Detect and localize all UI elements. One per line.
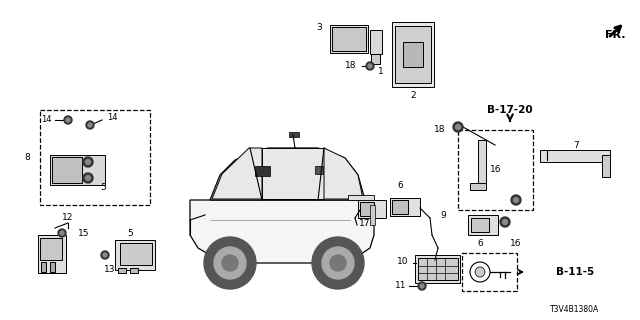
Bar [315,166,323,174]
Bar [118,268,126,273]
Circle shape [86,159,90,164]
Circle shape [330,255,346,271]
Text: B-11-5: B-11-5 [556,267,594,277]
Bar [41,262,46,272]
Circle shape [86,121,94,129]
Text: T3V4B1380A: T3V4B1380A [550,306,600,315]
Polygon shape [262,148,324,199]
Circle shape [83,157,93,167]
Bar [52,157,82,183]
Bar [471,218,489,232]
Polygon shape [212,148,262,199]
Circle shape [64,116,72,124]
Circle shape [420,284,424,288]
Text: 1: 1 [378,68,384,76]
Circle shape [222,255,238,271]
Circle shape [83,173,93,183]
Circle shape [204,237,256,289]
Bar [115,240,155,270]
Bar [40,110,150,205]
Circle shape [513,197,518,203]
Bar [540,150,610,162]
Circle shape [86,175,90,180]
Text: 7: 7 [573,140,579,149]
Bar [392,22,434,87]
Circle shape [60,231,64,235]
Circle shape [368,64,372,68]
Circle shape [66,118,70,122]
Circle shape [322,247,354,279]
Bar [348,195,374,200]
Bar [390,198,420,216]
Polygon shape [210,148,365,200]
Circle shape [453,122,463,132]
Bar [255,166,270,176]
Bar [130,268,138,273]
Bar [468,215,498,235]
Text: 18: 18 [433,125,445,134]
Bar [50,262,55,272]
Bar [38,235,66,273]
Text: 10: 10 [397,258,408,267]
Polygon shape [190,200,374,263]
Text: 17: 17 [359,220,371,228]
Circle shape [101,251,109,259]
Bar [370,30,382,54]
Bar [470,183,486,190]
Text: 12: 12 [62,213,74,222]
Bar [403,42,423,67]
Bar [370,205,375,225]
Circle shape [418,282,426,290]
Bar [40,238,62,260]
Circle shape [58,229,66,237]
Circle shape [312,237,364,289]
Text: 6: 6 [397,181,403,190]
Text: 2: 2 [410,92,416,100]
Text: 16: 16 [510,238,522,247]
Circle shape [502,220,508,225]
Text: 3: 3 [316,23,322,33]
Circle shape [214,247,246,279]
Bar [395,26,431,83]
Bar [418,258,458,280]
Bar [360,202,374,216]
Text: 18: 18 [344,61,356,70]
Bar [332,27,366,51]
Text: 16: 16 [490,165,502,174]
Text: B-17-20: B-17-20 [487,105,533,115]
Text: 6: 6 [477,238,483,247]
Text: 9: 9 [440,211,445,220]
Bar [602,155,610,177]
Text: FR.: FR. [605,30,625,40]
Circle shape [366,62,374,70]
Text: 15: 15 [78,228,90,237]
Text: 5: 5 [100,183,106,193]
Circle shape [103,253,107,257]
Bar [458,130,533,210]
Circle shape [456,124,461,130]
Text: 13: 13 [104,266,116,275]
Bar [478,140,486,185]
Text: 14: 14 [42,116,52,124]
Bar [392,200,408,214]
Text: 14: 14 [107,114,118,123]
Bar [415,255,460,283]
Bar [371,54,380,64]
Circle shape [88,123,92,127]
Circle shape [511,195,521,205]
Bar [120,243,152,265]
Circle shape [475,267,485,277]
Text: 5: 5 [127,228,133,237]
Bar [50,155,105,185]
Circle shape [500,217,510,227]
Polygon shape [324,148,363,199]
Bar [330,25,368,53]
Text: 8: 8 [24,154,30,163]
Bar [358,200,386,218]
Bar [289,132,299,137]
Bar [462,253,517,291]
Text: 11: 11 [394,282,406,291]
